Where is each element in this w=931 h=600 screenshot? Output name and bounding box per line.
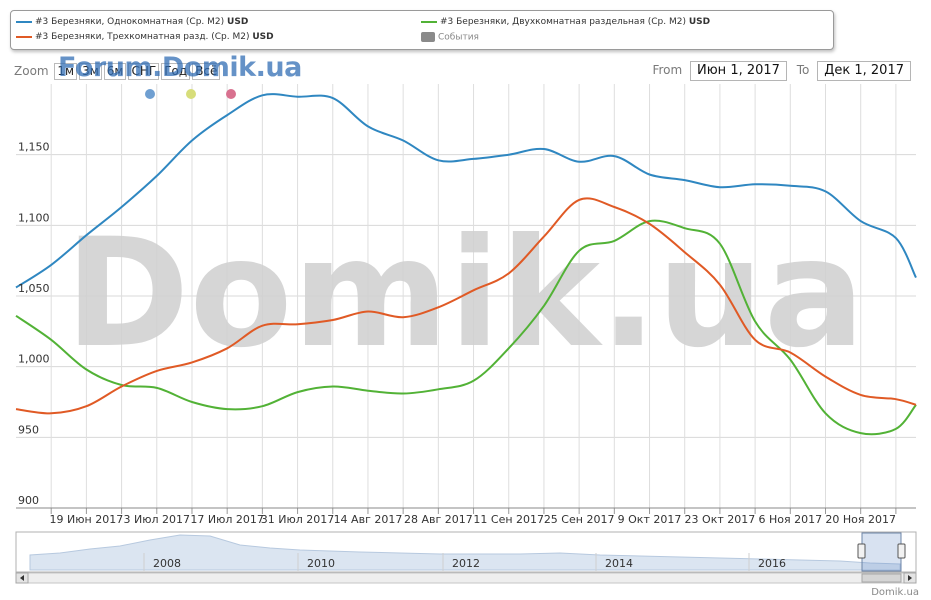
y-tick-label: 1,000 bbox=[18, 353, 50, 366]
x-tick-label: 11 Сен 2017 bbox=[473, 513, 544, 526]
x-tick-label: 23 Окт 2017 bbox=[685, 513, 756, 526]
legend-swatch-events bbox=[421, 32, 435, 42]
series-line-1[interactable] bbox=[15, 93, 917, 289]
legend-unit-3room: USD bbox=[252, 32, 274, 42]
event-marker[interactable] bbox=[186, 89, 196, 99]
zoom-6m-button[interactable]: 6м bbox=[103, 63, 127, 80]
range-from-input[interactable]: Июн 1, 2017 bbox=[690, 61, 787, 81]
legend-item-events[interactable]: События bbox=[421, 32, 479, 43]
y-tick-label: 1,050 bbox=[18, 282, 50, 295]
navigator-selection[interactable] bbox=[861, 532, 902, 572]
navigator-year-label: 2010 bbox=[307, 557, 335, 570]
legend-label-2room: #3 Березняки, Двухкомнатная раздельная (… bbox=[440, 17, 686, 27]
legend-swatch-1room bbox=[16, 20, 32, 23]
credit-link[interactable]: Domik.ua bbox=[871, 587, 919, 598]
navigator-handle-right[interactable] bbox=[897, 543, 906, 559]
navigator-years: 2008 2010 2012 2014 2016 bbox=[143, 553, 786, 571]
navigator-handle-left[interactable] bbox=[857, 543, 866, 559]
zoom-year-button[interactable]: Год bbox=[161, 63, 191, 80]
x-tick-label: 17 Июл 2017 bbox=[190, 513, 264, 526]
event-markers bbox=[145, 89, 236, 99]
event-marker[interactable] bbox=[145, 89, 155, 99]
y-tick-label: 1,100 bbox=[18, 211, 50, 224]
y-tick-label: 900 bbox=[18, 494, 39, 507]
y-tick-label: 950 bbox=[18, 423, 39, 436]
x-tick-label: 14 Авг 2017 bbox=[334, 513, 403, 526]
series-line-3[interactable] bbox=[15, 197, 917, 415]
x-tick-label: 31 Июл 2017 bbox=[261, 513, 335, 526]
legend-label-1room: #3 Березняки, Однокомнатная (Ср. M2) bbox=[35, 17, 225, 27]
navigator-year-label: 2012 bbox=[452, 557, 480, 570]
legend-label-events: События bbox=[438, 32, 479, 43]
navigator-year-label: 2016 bbox=[758, 557, 786, 570]
zoom-3m-button[interactable]: 3м bbox=[79, 63, 102, 80]
scrollbar-thumb[interactable] bbox=[861, 573, 902, 583]
legend-unit-2room: USD bbox=[688, 17, 711, 27]
legend-item-2room[interactable]: #3 Березняки, Двухкомнатная раздельная (… bbox=[421, 17, 710, 27]
zoom-ytd-button[interactable]: СНГ bbox=[128, 63, 160, 80]
x-tick-label: 25 Сен 2017 bbox=[544, 513, 615, 526]
legend-label-3room: #3 Березняки, Трехкомнатная разд. (Ср. M… bbox=[35, 32, 250, 42]
legend-item-3room[interactable]: #3 Березняки, Трехкомнатная разд. (Ср. M… bbox=[16, 32, 274, 42]
navigator-year-label: 2008 bbox=[153, 557, 181, 570]
range-to-label: To bbox=[796, 63, 810, 77]
forum-watermark: Forum.Domik.ua bbox=[58, 52, 302, 83]
x-tick-label: 20 Ноя 2017 bbox=[825, 513, 896, 526]
zoom-label: Zoom bbox=[14, 64, 49, 78]
y-axis: 900 950 1,000 1,050 1,100 1,150 bbox=[18, 141, 50, 507]
series-group bbox=[15, 93, 917, 436]
range-from-label: From bbox=[652, 63, 683, 77]
y-tick-label: 1,150 bbox=[18, 141, 50, 154]
x-tick-label: 19 Июн 2017 bbox=[50, 513, 124, 526]
legend-swatch-3room bbox=[16, 35, 32, 38]
event-marker[interactable] bbox=[226, 89, 236, 99]
date-range-selector: From Июн 1, 2017 To Дек 1, 2017 bbox=[652, 61, 917, 81]
legend: #3 Березняки, Однокомнатная (Ср. M2) USD… bbox=[10, 10, 834, 50]
zoom-bar: Zoom 1м 3м 6м СНГ Год Всё bbox=[14, 63, 221, 80]
x-tick-label: 3 Июл 2017 bbox=[124, 513, 191, 526]
navigator-year-label: 2014 bbox=[605, 557, 633, 570]
legend-item-1room[interactable]: #3 Березняки, Однокомнатная (Ср. M2) USD bbox=[16, 17, 248, 27]
legend-unit-1room: USD bbox=[227, 17, 249, 27]
x-tick-label: 28 Авг 2017 bbox=[404, 513, 473, 526]
navigator[interactable]: 2008 2010 2012 2014 2016 bbox=[15, 531, 917, 584]
navigator-area bbox=[29, 534, 901, 571]
scrollbar-track[interactable] bbox=[15, 572, 917, 584]
zoom-all-button[interactable]: Всё bbox=[192, 63, 221, 80]
grid bbox=[16, 84, 916, 509]
legend-swatch-2room bbox=[421, 20, 437, 23]
x-tick-label: 6 Ноя 2017 bbox=[758, 513, 822, 526]
x-tick-label: 9 Окт 2017 bbox=[618, 513, 682, 526]
zoom-1m-button[interactable]: 1м bbox=[54, 63, 78, 80]
range-to-input[interactable]: Дек 1, 2017 bbox=[817, 61, 911, 81]
